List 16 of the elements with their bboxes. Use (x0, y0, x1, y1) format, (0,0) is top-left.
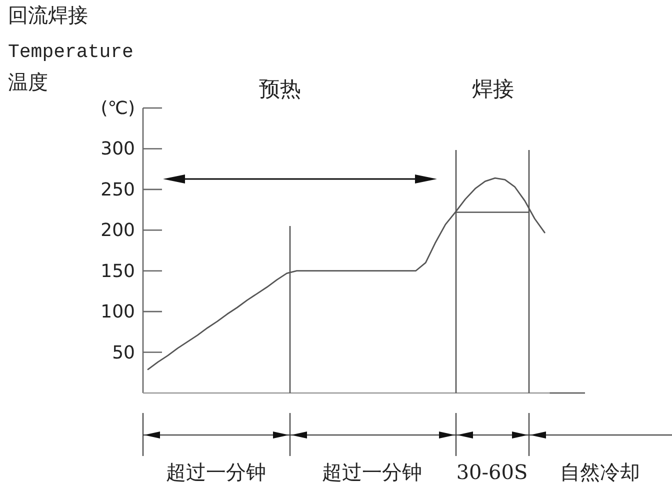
y-tick-label: 150 (100, 260, 135, 282)
text: 焊接 (472, 77, 514, 101)
y-tick-label: 300 (100, 138, 135, 160)
text: 自然冷却 (560, 460, 640, 484)
y-tick-label: 50 (112, 342, 135, 364)
y-tick-label: (℃) (100, 98, 135, 119)
text: 超过一分钟 (322, 460, 422, 484)
y-tick-label: 250 (100, 179, 135, 200)
chart-title: 回流焊接 (8, 3, 88, 27)
y-axis-title: 温度 (8, 70, 48, 94)
text: 超过一分钟 (166, 460, 266, 484)
chart-subtitle: Temperature (8, 41, 134, 63)
y-tick-label: 200 (100, 220, 135, 242)
y-tick-label: 100 (100, 302, 135, 323)
text: 预热 (259, 77, 301, 101)
text: 30-60S (456, 460, 528, 484)
